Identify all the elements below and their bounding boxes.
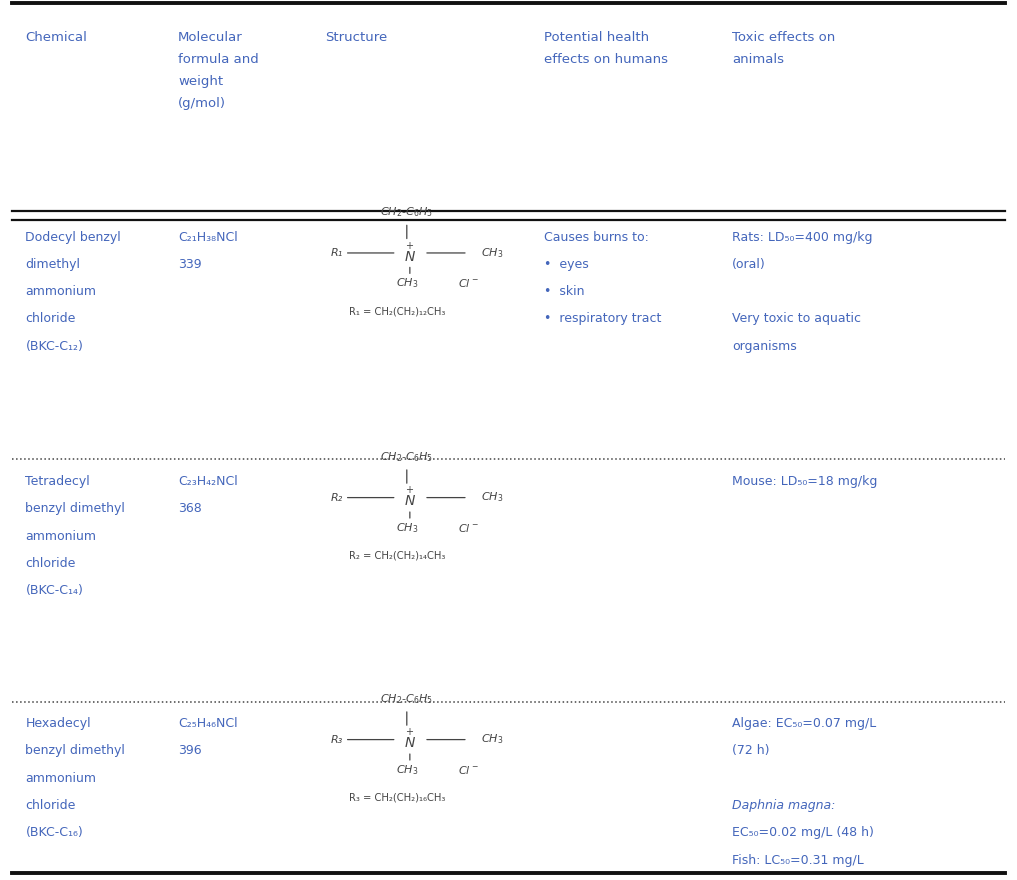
Text: R₃: R₃ — [331, 735, 343, 744]
Text: R₁ = CH₂(CH₂)₁₂CH₃: R₁ = CH₂(CH₂)₁₂CH₃ — [349, 306, 445, 316]
Text: chloride: chloride — [25, 312, 76, 326]
Text: C₂₁H₃₈NCl: C₂₁H₃₈NCl — [178, 231, 238, 244]
Text: $CH_3$: $CH_3$ — [396, 763, 418, 777]
Text: Toxic effects on
animals: Toxic effects on animals — [732, 31, 836, 66]
Text: Potential health
effects on humans: Potential health effects on humans — [544, 31, 668, 66]
Text: Molecular
formula and
weight
(g/mol): Molecular formula and weight (g/mol) — [178, 31, 258, 110]
Text: chloride: chloride — [25, 799, 76, 812]
Text: (BKC-C₁₂): (BKC-C₁₂) — [25, 340, 83, 353]
Text: R₂ = CH₂(CH₂)₁₄CH₃: R₂ = CH₂(CH₂)₁₄CH₃ — [349, 551, 445, 561]
Text: •  skin: • skin — [544, 285, 585, 298]
Text: Hexadecyl: Hexadecyl — [25, 717, 92, 730]
Text: R₃ = CH₂(CH₂)₁₆CH₃: R₃ = CH₂(CH₂)₁₆CH₃ — [349, 793, 445, 803]
Text: organisms: organisms — [732, 340, 797, 353]
Text: $\overset{+}{N}$: $\overset{+}{N}$ — [404, 486, 416, 510]
Text: ammonium: ammonium — [25, 772, 97, 785]
Text: benzyl dimethyl: benzyl dimethyl — [25, 744, 125, 758]
Text: R₁: R₁ — [331, 248, 343, 258]
Text: 368: 368 — [178, 502, 201, 516]
Text: •  respiratory tract: • respiratory tract — [544, 312, 661, 326]
Text: ammonium: ammonium — [25, 285, 97, 298]
Text: $Cl^-$: $Cl^-$ — [458, 277, 478, 290]
Text: EC₅₀=0.02 mg/L (48 h): EC₅₀=0.02 mg/L (48 h) — [732, 826, 875, 840]
Text: $Cl^-$: $Cl^-$ — [458, 764, 478, 776]
Text: $CH_3$: $CH_3$ — [481, 246, 503, 260]
Text: Very toxic to aquatic: Very toxic to aquatic — [732, 312, 861, 326]
Text: Causes burns to:: Causes burns to: — [544, 231, 649, 244]
Text: $CH_3$: $CH_3$ — [481, 491, 503, 504]
Text: (BKC-C₁₆): (BKC-C₁₆) — [25, 826, 83, 840]
Text: $Cl^-$: $Cl^-$ — [458, 522, 478, 534]
Text: $CH_3$: $CH_3$ — [396, 521, 418, 535]
Text: Mouse: LD₅₀=18 mg/kg: Mouse: LD₅₀=18 mg/kg — [732, 475, 878, 488]
Text: dimethyl: dimethyl — [25, 258, 80, 271]
Text: Tetradecyl: Tetradecyl — [25, 475, 91, 488]
Text: benzyl dimethyl: benzyl dimethyl — [25, 502, 125, 516]
Text: Structure: Structure — [325, 31, 387, 44]
Text: Algae: EC₅₀=0.07 mg/L: Algae: EC₅₀=0.07 mg/L — [732, 717, 877, 730]
Text: $CH_3$: $CH_3$ — [396, 276, 418, 290]
Text: $\overset{+}{N}$: $\overset{+}{N}$ — [404, 728, 416, 752]
Text: (BKC-C₁₄): (BKC-C₁₄) — [25, 584, 83, 598]
Text: Fish: LC₅₀=0.31 mg/L: Fish: LC₅₀=0.31 mg/L — [732, 854, 864, 867]
Text: 339: 339 — [178, 258, 201, 271]
Text: $CH_3$: $CH_3$ — [481, 733, 503, 746]
Text: $CH_2$-$C_6H_5$: $CH_2$-$C_6H_5$ — [380, 205, 433, 219]
Text: (oral): (oral) — [732, 258, 766, 271]
Text: C₂₅H₄₆NCl: C₂₅H₄₆NCl — [178, 717, 238, 730]
Text: $CH_2$-$C_6H_5$: $CH_2$-$C_6H_5$ — [380, 692, 433, 706]
Text: ammonium: ammonium — [25, 530, 97, 543]
Text: 396: 396 — [178, 744, 201, 758]
Text: Dodecyl benzyl: Dodecyl benzyl — [25, 231, 121, 244]
Text: R₂: R₂ — [331, 493, 343, 502]
Text: (72 h): (72 h) — [732, 744, 770, 758]
Text: C₂₃H₄₂NCl: C₂₃H₄₂NCl — [178, 475, 238, 488]
Text: Chemical: Chemical — [25, 31, 87, 44]
Text: $\overset{+}{N}$: $\overset{+}{N}$ — [404, 241, 416, 265]
Text: chloride: chloride — [25, 557, 76, 570]
Text: Rats: LD₅₀=400 mg/kg: Rats: LD₅₀=400 mg/kg — [732, 231, 873, 244]
Text: $CH_2$-$C_6H_5$: $CH_2$-$C_6H_5$ — [380, 450, 433, 464]
Text: Daphnia magna:: Daphnia magna: — [732, 799, 836, 812]
Text: •  eyes: • eyes — [544, 258, 589, 271]
